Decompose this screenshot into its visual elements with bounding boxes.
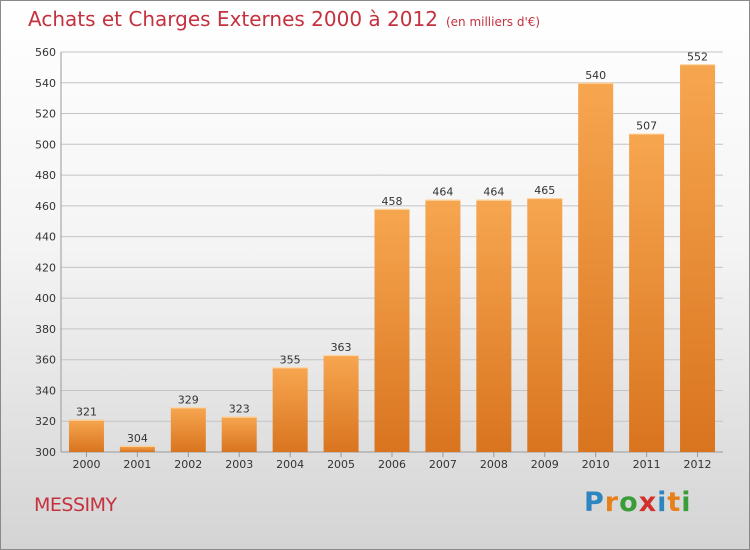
y-tick-label: 380 — [35, 323, 56, 336]
data-label: 507 — [636, 120, 657, 133]
bar — [374, 208, 410, 452]
data-label: 329 — [178, 393, 199, 406]
bar — [68, 419, 104, 452]
logo-letter: i — [681, 487, 692, 518]
bar — [170, 407, 206, 452]
data-label: 323 — [229, 403, 250, 416]
y-tick-label: 340 — [35, 384, 56, 397]
bar — [119, 445, 155, 452]
y-tick-label: 500 — [35, 138, 56, 151]
logo-letter: o — [619, 487, 639, 518]
y-tick-label: 520 — [35, 108, 56, 121]
x-tick-label: 2003 — [225, 458, 253, 471]
logo-letter: t — [667, 487, 682, 518]
data-label: 540 — [585, 69, 606, 82]
chart-unit: (en milliers d'€) — [445, 15, 541, 29]
y-tick-label: 480 — [35, 169, 56, 182]
x-axis-labels: 2000 2001 2002 2003 2004 2005 2006 2007 2008 2009… — [72, 458, 711, 471]
proxiti-logo: Proxiti — [584, 487, 692, 518]
chart-title: Achats et Charges Externes 2000 à 2012 — [28, 7, 438, 31]
data-label: 458 — [382, 195, 403, 208]
bar — [323, 355, 359, 452]
y-tick-label: 560 — [35, 46, 56, 59]
data-label: 552 — [687, 50, 708, 63]
data-label: 464 — [432, 186, 453, 199]
y-tick-label: 420 — [35, 261, 56, 274]
data-labels: 321 304 329 323 355 363 458 464 464 465 540 507 552 — [76, 50, 708, 445]
bar — [425, 199, 461, 452]
bar — [221, 416, 257, 452]
logo-letter: P — [584, 487, 605, 518]
x-tick-label: 2006 — [378, 458, 406, 471]
data-label: 321 — [76, 406, 97, 419]
data-label: 464 — [483, 186, 504, 199]
y-tick-label: 460 — [35, 200, 56, 213]
logo-letter: x — [638, 487, 658, 518]
city-name: MESSIMY — [34, 494, 117, 516]
y-tick-label: 300 — [35, 446, 56, 459]
y-tick-label: 540 — [35, 77, 56, 90]
logo-letter: r — [604, 487, 620, 518]
x-tick-label: 2002 — [174, 458, 202, 471]
x-tick-label: 2010 — [582, 458, 610, 471]
x-tick-label: 2005 — [327, 458, 355, 471]
y-axis-labels: 300 320 340 360 380 400 420 440 460 480 500 520 540 5… — [35, 46, 56, 459]
bar — [578, 82, 614, 453]
x-tick-label: 2011 — [633, 458, 661, 471]
bar — [629, 133, 665, 453]
x-tick-label: 2001 — [123, 458, 151, 471]
data-label: 465 — [534, 184, 555, 197]
bar — [272, 367, 308, 452]
bar — [476, 199, 512, 452]
y-tick-label: 320 — [35, 415, 56, 428]
data-label: 304 — [127, 432, 148, 445]
y-tick-label: 400 — [35, 292, 56, 305]
y-tick-label: 440 — [35, 231, 56, 244]
x-tick-label: 2004 — [276, 458, 304, 471]
x-tick-label: 2007 — [429, 458, 457, 471]
x-tick-label: 2008 — [480, 458, 508, 471]
chart-title-block: Achats et Charges Externes 2000 à 2012 (e… — [28, 7, 540, 31]
bars — [68, 64, 716, 453]
data-label: 363 — [331, 341, 352, 354]
data-label: 355 — [280, 353, 301, 366]
bar — [680, 64, 716, 453]
x-tick-label: 2009 — [531, 458, 559, 471]
x-tick-label: 2012 — [684, 458, 712, 471]
y-tick-label: 360 — [35, 354, 56, 367]
logo-letter: i — [657, 487, 668, 518]
bar — [527, 198, 563, 452]
x-tick-label: 2000 — [72, 458, 100, 471]
